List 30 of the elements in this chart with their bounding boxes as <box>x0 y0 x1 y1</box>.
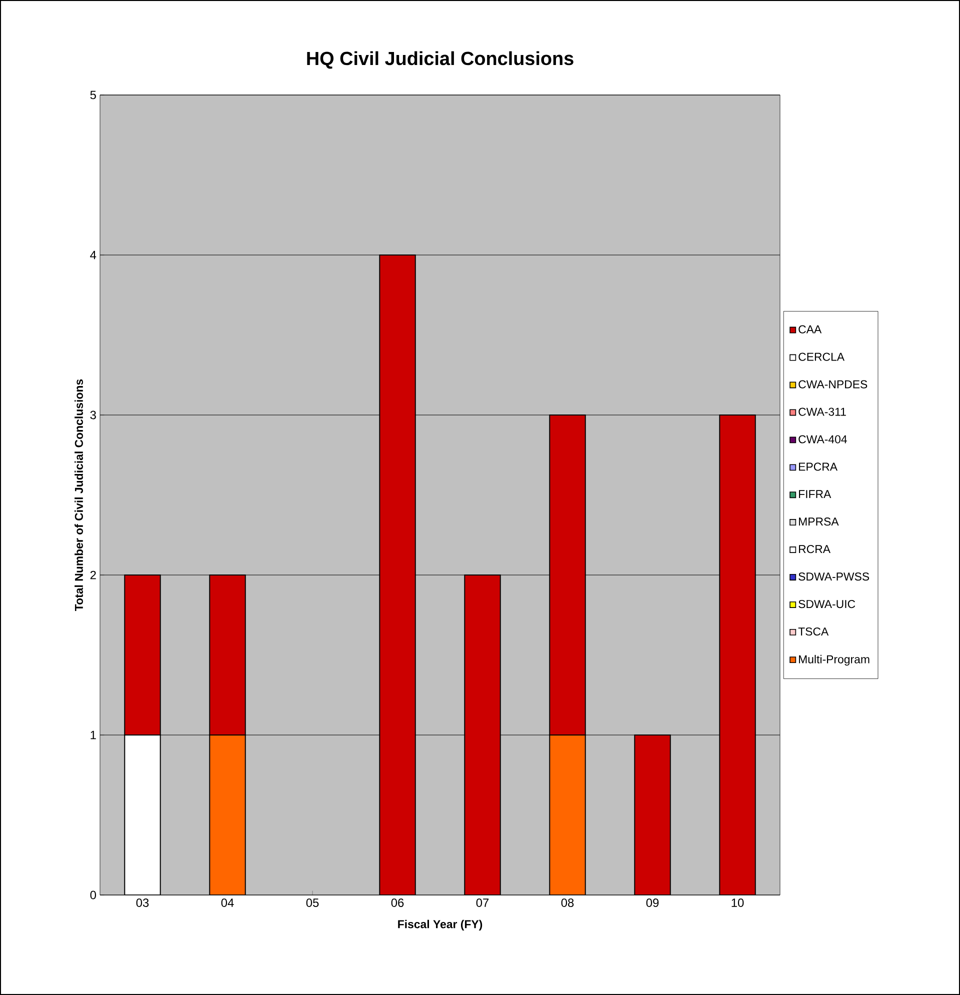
y-tick-label: 0 <box>90 890 96 900</box>
x-tick-label: 06 <box>391 898 404 907</box>
x-tick-label: 10 <box>732 898 744 907</box>
legend-label: EPCRA <box>799 462 838 471</box>
x-tick-label: 05 <box>306 898 319 907</box>
x-tick-label: 07 <box>476 898 489 907</box>
x-tick-label: 09 <box>646 898 659 907</box>
x-tick-label: 03 <box>136 898 149 907</box>
legend-label: MPRSA <box>799 518 839 526</box>
legend-label: CWA-404 <box>798 435 847 444</box>
chart-title: HQ Civil Judicial Conclusions <box>307 51 574 69</box>
legend-label: SDWA-UIC <box>798 600 856 608</box>
legend-label: Multi-Program <box>799 654 870 666</box>
x-tick-label: 04 <box>221 898 234 907</box>
y-tick-label: 5 <box>90 90 96 100</box>
y-axis-title: Total Number of Civil Judicial Conclusions <box>74 379 83 611</box>
x-tick-label: 08 <box>561 898 574 907</box>
legend-label: CERCLA <box>798 352 844 361</box>
y-tick-label: 4 <box>90 250 96 260</box>
legend-label: CAA <box>798 325 822 334</box>
legend-label: CWA-NPDES <box>798 380 868 388</box>
x-axis-title: Fiscal Year (FY) <box>398 920 482 930</box>
y-tick-label: 3 <box>90 410 96 420</box>
legend-label: FIFRA <box>799 490 832 498</box>
legend-label: RCRA <box>799 545 830 554</box>
y-tick-label: 1 <box>90 730 96 740</box>
legend-label: SDWA-PWSS <box>798 572 870 581</box>
legend-label: CWA-311 <box>798 408 846 416</box>
legend-label: TSCA <box>798 627 829 636</box>
y-tick-label: 2 <box>90 570 96 580</box>
